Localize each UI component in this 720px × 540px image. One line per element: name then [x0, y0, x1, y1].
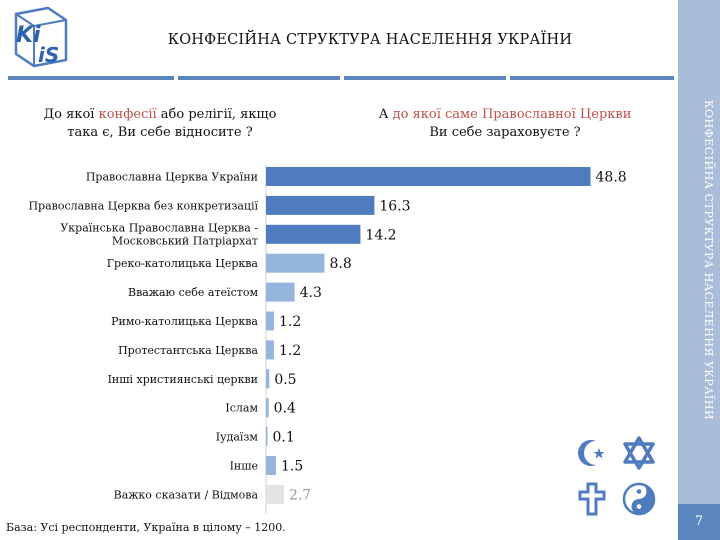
value-label-5: 1.2 — [279, 314, 301, 330]
cross-icon — [578, 482, 606, 516]
star-of-david-icon — [623, 436, 655, 470]
bar-9 — [266, 427, 268, 447]
bar-0 — [266, 167, 591, 186]
category-label-5: Римо-католицька Церква — [111, 315, 258, 328]
category-label-8: Іслам — [225, 402, 258, 415]
bar-10 — [266, 456, 276, 475]
bar-4 — [266, 282, 295, 302]
question-left-line2: така є, Ви себе відносите ? — [67, 125, 253, 140]
category-label-10: Інше — [230, 460, 258, 473]
category-label-11: Важко сказати / Відмова — [114, 488, 259, 501]
value-label-8: 0.4 — [274, 401, 296, 417]
question-left: До якої конфесії або релігії, якщо така … — [10, 106, 310, 142]
value-label-4: 4.3 — [300, 285, 322, 301]
value-label-6: 1.2 — [279, 343, 301, 359]
category-label-7: Інші християнські церкви — [108, 373, 258, 386]
value-label-7: 0.5 — [274, 372, 296, 388]
logo-text-bottom: iS — [38, 43, 59, 67]
sidebar: КОНФЕСІЙНА СТРУКТУРА НАСЕЛЕННЯ УКРАЇНИ 7 — [678, 0, 720, 540]
header-rule-1 — [8, 76, 174, 80]
value-label-0: 48.8 — [596, 170, 627, 186]
footnote: База: Усі респонденти, Україна в цілому … — [6, 521, 286, 534]
crescent-star-icon — [578, 440, 605, 466]
value-label-1: 16.3 — [379, 198, 410, 214]
kiis-logo: Ki iS — [14, 6, 68, 68]
bar-1 — [266, 195, 375, 215]
header-rule-2 — [178, 76, 340, 80]
category-label-0: Православна Церква України — [86, 171, 258, 184]
category-label-3: Греко-католицька Церква — [107, 257, 259, 270]
question-right-highlight: до якої саме Православної Церкви — [392, 107, 632, 122]
bar-7 — [266, 369, 270, 389]
question-right-part1: А — [378, 107, 393, 122]
value-label-11: 2.7 — [289, 487, 311, 503]
question-right: А до якої саме Православної Церкви Ви се… — [340, 106, 670, 142]
page-number: 7 — [678, 504, 720, 540]
bar-6 — [266, 340, 274, 360]
page-title: КОНФЕСІЙНА СТРУКТУРА НАСЕЛЕННЯ УКРАЇНИ — [167, 32, 573, 48]
question-left-part2: або релігії, якщо — [156, 107, 277, 122]
category-label-9: Іудаїзм — [216, 431, 259, 444]
category-label-1: Православна Церква без конкретизації — [28, 199, 258, 212]
category-label-2: Українська Православна Церква -Московськ… — [60, 221, 258, 247]
category-label-4: Вважаю себе атеїстом — [128, 286, 258, 299]
bar-2 — [266, 224, 361, 244]
question-left-part1: До якої — [43, 107, 99, 122]
header-rule-3 — [344, 76, 506, 80]
category-label-6: Протестантська Церква — [118, 344, 258, 357]
header-rule-4 — [510, 76, 674, 80]
bar-5 — [266, 311, 274, 331]
bar-8 — [266, 398, 269, 418]
logo-text-top: Ki — [16, 23, 41, 48]
value-label-10: 1.5 — [281, 459, 303, 475]
value-label-3: 8.8 — [330, 256, 352, 272]
value-label-2: 14.2 — [365, 227, 396, 243]
yin-yang-icon — [622, 482, 656, 516]
question-right-line2: Ви себе зараховуєте ? — [429, 125, 581, 140]
bar-3 — [266, 253, 325, 273]
question-left-highlight: конфесії — [98, 107, 157, 122]
bar-11 — [266, 484, 284, 504]
value-label-9: 0.1 — [273, 430, 295, 446]
sidebar-vertical-title: КОНФЕСІЙНА СТРУКТУРА НАСЕЛЕННЯ УКРАЇНИ — [702, 99, 715, 421]
